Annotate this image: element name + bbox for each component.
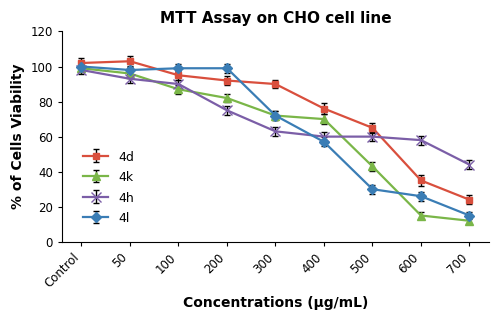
- Y-axis label: % of Cells Viability: % of Cells Viability: [11, 64, 25, 209]
- X-axis label: Concentrations (μg/mL): Concentrations (μg/mL): [183, 296, 368, 310]
- Legend: 4d, 4k, 4h, 4l: 4d, 4k, 4h, 4l: [77, 144, 140, 231]
- Title: MTT Assay on CHO cell line: MTT Assay on CHO cell line: [160, 11, 392, 26]
